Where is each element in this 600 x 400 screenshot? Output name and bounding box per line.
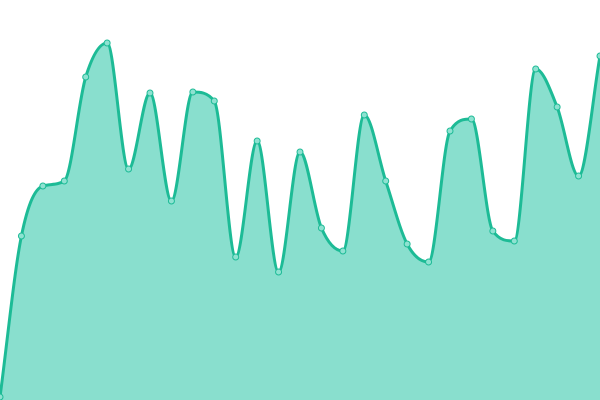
data-point-15 xyxy=(317,224,325,232)
data-point-21 xyxy=(446,127,454,135)
data-point-22 xyxy=(467,115,475,123)
area-fill xyxy=(0,43,600,400)
data-point-5 xyxy=(103,39,111,47)
data-point-18 xyxy=(382,177,390,185)
data-point-2 xyxy=(39,182,47,190)
data-point-23 xyxy=(489,227,497,235)
data-point-26 xyxy=(553,103,561,111)
data-point-27 xyxy=(575,172,583,180)
data-point-4 xyxy=(82,73,90,81)
data-point-25 xyxy=(532,65,540,73)
data-point-9 xyxy=(189,88,197,96)
data-point-19 xyxy=(403,240,411,248)
data-point-28 xyxy=(596,52,600,60)
data-point-17 xyxy=(360,111,368,119)
data-point-20 xyxy=(425,258,433,266)
data-point-13 xyxy=(275,268,283,276)
data-point-16 xyxy=(339,247,347,255)
data-point-24 xyxy=(510,237,518,245)
data-point-14 xyxy=(296,148,304,156)
data-point-3 xyxy=(60,177,68,185)
data-point-7 xyxy=(146,89,154,97)
data-point-8 xyxy=(167,197,175,205)
data-point-10 xyxy=(210,97,218,105)
data-point-0 xyxy=(0,393,4,400)
data-point-6 xyxy=(125,165,133,173)
data-point-12 xyxy=(253,137,261,145)
data-point-11 xyxy=(232,253,240,261)
data-point-1 xyxy=(17,232,25,240)
